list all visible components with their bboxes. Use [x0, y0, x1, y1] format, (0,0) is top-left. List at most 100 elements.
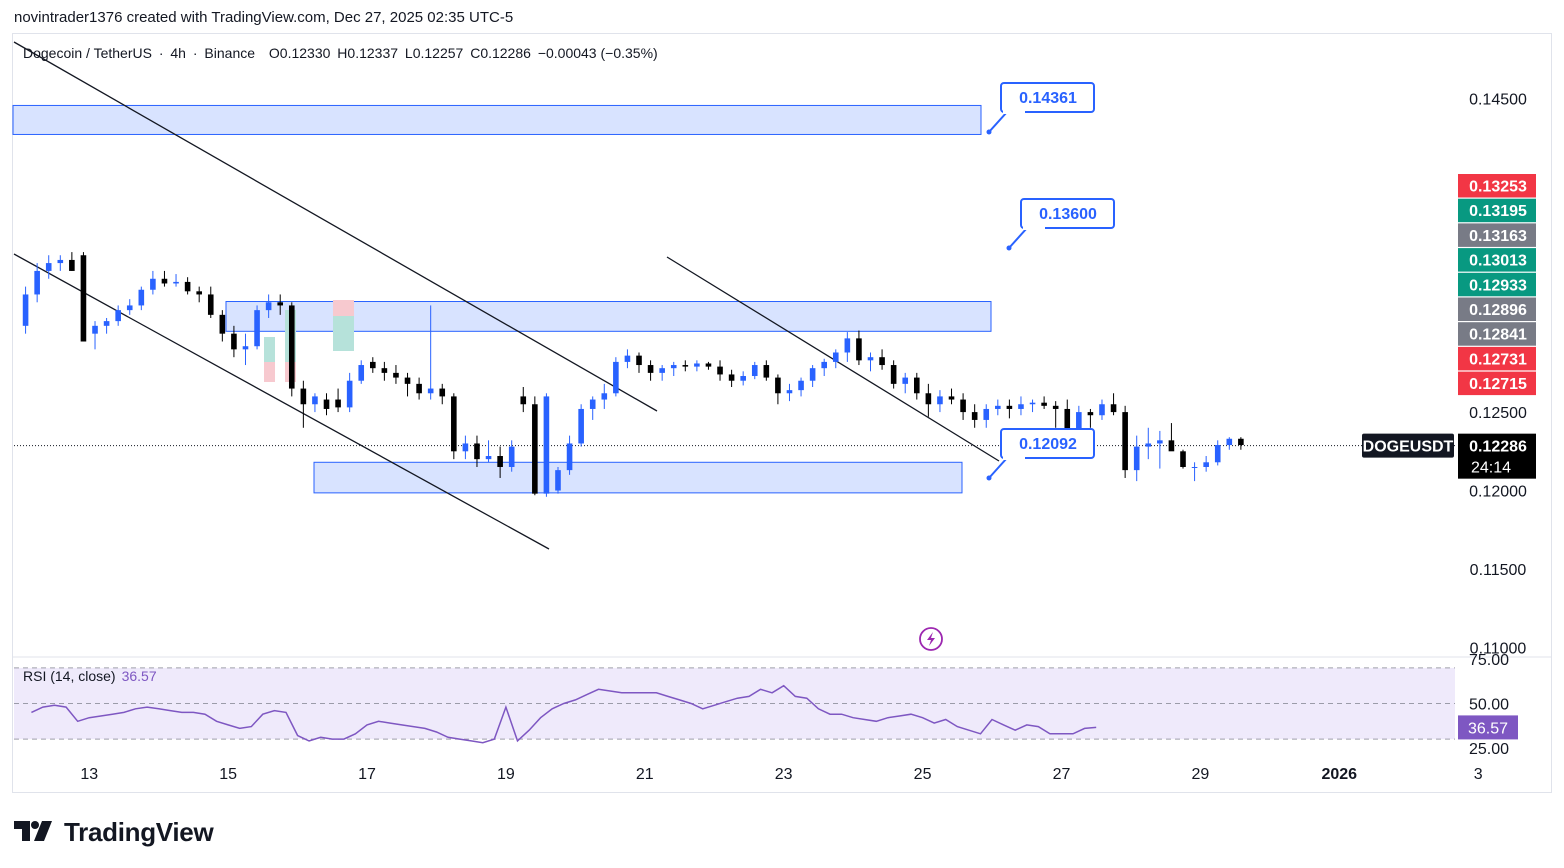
x-tick-label: 27	[1053, 766, 1071, 783]
candle-body	[485, 456, 492, 460]
candle-body	[1041, 402, 1047, 406]
short-position-target-box[interactable]	[264, 337, 275, 362]
candle	[184, 277, 191, 295]
candle-body	[451, 396, 457, 452]
candle	[22, 286, 29, 334]
candle	[451, 393, 457, 460]
candle	[45, 255, 52, 279]
candle-body	[786, 390, 793, 394]
candle	[1180, 449, 1186, 469]
candle-body	[902, 377, 909, 384]
price-axis-label-bg	[1458, 346, 1536, 371]
legend-change: −0.00043 (−0.35%)	[537, 45, 658, 61]
price-axis-label-text: 0.13195	[1469, 203, 1527, 220]
price-axis-label-text: 0.12715	[1469, 376, 1527, 393]
candle	[335, 388, 341, 413]
candle-body	[543, 396, 550, 494]
support-resistance-zone	[12, 104, 982, 135]
legend-low: L0.12257	[404, 45, 464, 61]
price-axis-label: 0.13253	[1458, 174, 1536, 198]
zones-layer	[12, 104, 992, 494]
symbol-legend[interactable]: Dogecoin / TetherUS · 4h · Binance O0.12…	[23, 45, 658, 61]
candle-body	[532, 404, 538, 494]
current-price-label-bg	[1458, 433, 1536, 479]
rsi-legend[interactable]: RSI (14, close) 36.57	[23, 668, 157, 684]
candle	[1099, 399, 1105, 420]
candle-body	[300, 388, 307, 405]
candle-body	[497, 456, 503, 467]
candle-body	[809, 368, 816, 381]
candle	[520, 386, 527, 413]
candle-body	[1191, 466, 1198, 468]
callout-pointer	[988, 457, 1023, 479]
lightning-icon[interactable]	[919, 627, 943, 651]
candle-body	[775, 377, 781, 394]
candle	[879, 349, 885, 370]
candle	[913, 372, 920, 400]
candle	[844, 332, 851, 362]
candle	[80, 252, 87, 342]
short-position-risk-box[interactable]	[264, 362, 275, 382]
candle-body	[1145, 443, 1152, 447]
candle	[1145, 427, 1152, 460]
candle-body	[971, 412, 978, 420]
candle	[346, 372, 353, 413]
support-resistance-zone	[313, 461, 963, 494]
candle-body	[1133, 446, 1140, 471]
candle-body	[34, 270, 40, 295]
x-tick-label: 19	[497, 766, 515, 783]
candle	[948, 388, 955, 405]
candle-body	[705, 363, 712, 367]
candle	[474, 435, 480, 467]
candle-body	[682, 365, 689, 367]
candle	[207, 286, 214, 318]
candle	[589, 396, 596, 420]
callout-anchor-dot	[986, 129, 992, 135]
candle-body	[69, 259, 75, 271]
candle-body	[45, 263, 52, 271]
candle-body	[508, 446, 515, 467]
candle	[1006, 399, 1013, 419]
candle	[821, 358, 828, 377]
x-tick-label: 13	[80, 766, 98, 783]
candle-body	[150, 278, 156, 290]
price-callout: 0.14361	[986, 82, 1095, 135]
upper-channel-line[interactable]	[13, 41, 658, 412]
candle	[219, 310, 226, 342]
x-tick-label: 25	[914, 766, 932, 783]
candle	[439, 383, 446, 405]
candle-body	[103, 321, 110, 326]
candle	[636, 352, 642, 373]
current-price-label: 0.12286	[1469, 439, 1527, 456]
short-position-target-box-2[interactable]	[333, 316, 354, 351]
candle	[138, 286, 145, 311]
candle	[300, 380, 307, 428]
x-tick-label: 23	[775, 766, 793, 783]
candle	[786, 383, 793, 402]
candle	[242, 333, 249, 366]
candle-body	[335, 399, 341, 408]
tradingview-logo-text: TradingView	[64, 816, 214, 847]
candle-body	[92, 325, 98, 334]
x-tick-label: 15	[219, 766, 237, 783]
lower-channel-line[interactable]	[13, 253, 550, 550]
candle	[740, 371, 746, 386]
candle	[832, 349, 839, 369]
candle-body	[995, 405, 1001, 409]
candle	[971, 404, 978, 428]
tradingview-logo[interactable]: TradingView	[14, 815, 214, 849]
candle-body	[1180, 451, 1186, 467]
candle-body	[57, 259, 64, 264]
y-tick-label: 0.12000	[1469, 484, 1527, 501]
candle-body	[937, 396, 943, 405]
candle	[34, 263, 40, 303]
y-tick-label: 0.11500	[1470, 562, 1527, 579]
candle	[1133, 435, 1140, 482]
rsi-tick-label: 75.00	[1469, 652, 1509, 669]
candle-body	[856, 338, 862, 361]
short-position-risk-box-2[interactable]	[333, 300, 354, 316]
candle-body	[439, 388, 446, 397]
candle	[115, 305, 121, 326]
candle	[1203, 456, 1209, 472]
